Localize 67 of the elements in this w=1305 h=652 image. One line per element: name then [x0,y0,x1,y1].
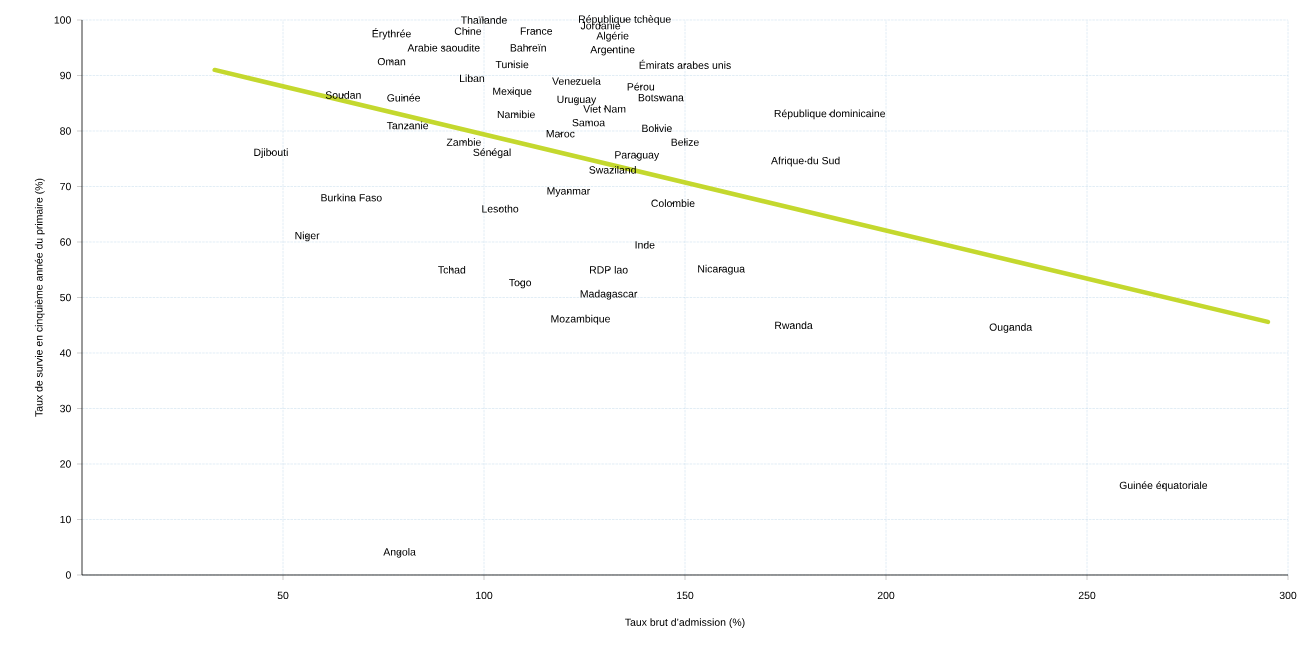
y-tick-label: 50 [60,293,71,302]
data-label: Mexique [493,87,532,98]
y-tick-label: 70 [60,182,71,191]
data-label: Viet Nam [583,104,626,113]
y-tick-label: 60 [60,238,71,246]
data-label: Namibie [497,110,535,119]
data-label: Bahreïn [510,43,546,52]
x-tick-label: 150 [677,591,694,600]
data-label: Lesotho [482,204,519,213]
data-label: Arabie saoudite [407,43,480,52]
data-label: Niger [295,231,320,242]
y-axis-title: Taux de survie en cinquième année du primaire (%) [34,178,45,417]
data-label: Mozambique [551,314,610,325]
data-label: Togo [509,278,532,289]
x-tick-label: 250 [1078,591,1096,600]
data-label: Pérou [627,82,655,91]
data-label: République dominicaine [774,109,886,120]
data-label: Colombie [651,199,695,207]
x-tick-label: 100 [476,591,493,600]
data-label: Burkina Faso [321,193,382,202]
data-label: Inde [635,240,655,249]
data-label: Algérie [596,31,629,42]
data-label: Tchad [438,265,466,274]
y-tick-label: 20 [60,460,71,468]
data-label: Liban [460,74,485,83]
data-label: Belize [671,138,699,146]
data-label: Rwanda [775,321,813,330]
y-tick-label: 80 [60,127,71,135]
y-tick-label: 30 [60,404,71,413]
data-label: Madagascar [580,289,638,300]
x-tick-label: 200 [877,591,895,600]
data-label: Sénégal [473,148,511,159]
data-label: Émirats arabes unis [639,59,731,69]
data-label: Myanmar [547,187,591,197]
data-label: Oman [377,57,406,66]
y-tick-label: 0 [65,571,71,579]
data-label: Angola [383,547,416,558]
data-label: Maroc [546,130,575,138]
data-label: Afrique du Sud [771,156,840,167]
x-tick-label: 300 [1279,591,1297,600]
data-label: Samoa [572,118,606,127]
y-tick-label: 100 [54,16,71,24]
data-label: Uruguay [557,95,597,106]
data-label: Venezuela [552,77,601,85]
data-label: Zambie [446,138,481,146]
data-label: Guinée [387,93,420,102]
y-tick-label: 90 [60,71,71,80]
data-label: Guinée équatoriale [1119,481,1208,492]
data-label: Djibouti [254,148,288,159]
x-axis-title: Taux brut d’admission (%) [625,618,745,629]
data-label: Chine [454,27,482,35]
data-label: Argentine [590,45,635,56]
data-label: Tunisie [495,60,529,69]
data-label: Thaïlande [460,16,507,24]
y-tick-label: 40 [59,349,71,357]
data-label: Ouganda [989,323,1033,333]
data-label: Érythrée [372,28,411,40]
data-label: France [520,27,553,35]
data-label: RDP lao [590,265,628,274]
data-label: Bolivie [642,124,672,133]
y-tick-label: 10 [60,515,71,524]
data-label: Paraguay [615,151,660,161]
data-label: Soudan [325,91,361,99]
data-label: Botswana [638,94,684,102]
data-label: Nicaragua [698,264,746,275]
data-label: Tanzanie [386,121,429,130]
x-tick-label: 50 [277,591,289,600]
